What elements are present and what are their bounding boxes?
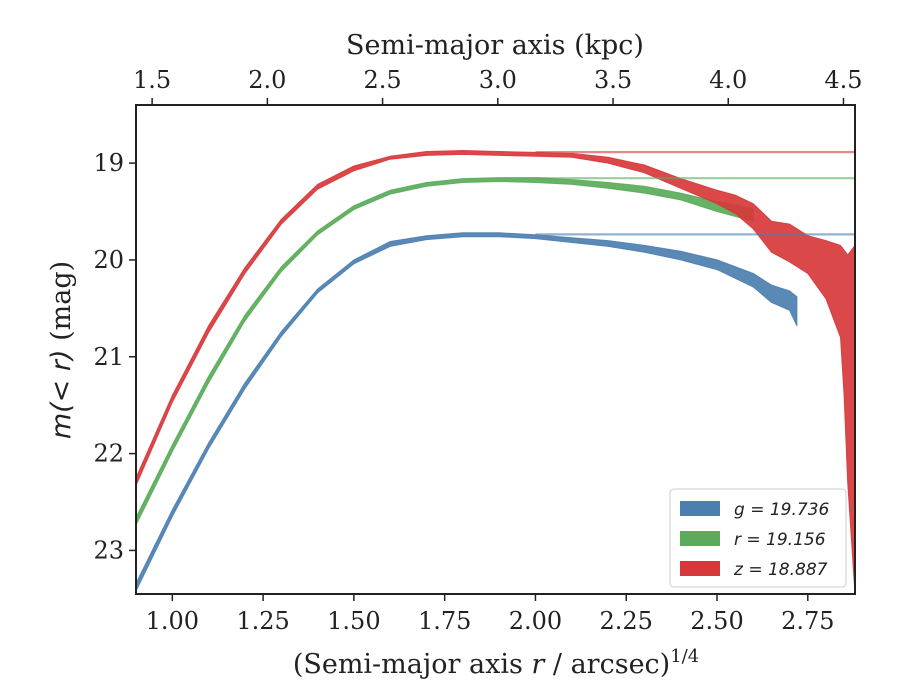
- legend-swatch-z: [680, 561, 720, 576]
- x-tick-label: 1.25: [236, 607, 289, 635]
- legend-label-z: z = 18.887: [733, 560, 828, 580]
- y-tick-label: 21: [93, 343, 124, 371]
- top-x-tick-label: 2.5: [363, 66, 401, 94]
- legend-swatch-r: [680, 531, 720, 546]
- top-x-tick-label: 4.0: [709, 66, 747, 94]
- legend-label-g: g = 19.736: [734, 500, 830, 520]
- y-tick-label: 23: [93, 536, 124, 564]
- top-x-tick-label: 1.5: [133, 66, 171, 94]
- x-tick-label: 1.75: [418, 607, 471, 635]
- x-tick-label: 1.00: [146, 607, 199, 635]
- y-axis-title: m(< r) (mag): [46, 261, 77, 439]
- y-axis: 19 20 21 22 23: [93, 149, 136, 564]
- x-tick-label: 2.50: [690, 607, 743, 635]
- top-x-axis: 1.5 2.0 2.5 3.0 3.5 4.0 4.5: [133, 66, 863, 105]
- y-tick-label: 22: [93, 440, 124, 468]
- legend-swatch-g: [680, 501, 720, 516]
- top-x-tick-label: 4.5: [824, 66, 862, 94]
- band-r: [135, 177, 754, 526]
- asymptote-layer: [535, 151, 855, 236]
- x-tick-label: 1.50: [327, 607, 380, 635]
- x-tick-label: 2.25: [600, 607, 653, 635]
- plot-frame: [135, 104, 856, 595]
- top-x-tick-label: 3.5: [594, 66, 632, 94]
- legend: g = 19.736 r = 19.156 z = 18.887: [669, 488, 847, 588]
- top-x-tick-label: 3.0: [479, 66, 517, 94]
- band-g: [135, 232, 798, 592]
- y-tick-label: 20: [93, 246, 124, 274]
- legend-label-r: r = 19.156: [734, 530, 826, 550]
- x-tick-label: 2.75: [781, 607, 834, 635]
- y-tick-label: 19: [93, 149, 124, 177]
- top-x-tick-label: 2.0: [248, 66, 286, 94]
- x-axis-title: (Semi-major axis r / arcsec)1/4: [293, 646, 699, 680]
- x-tick-label: 2.00: [509, 607, 562, 635]
- series-layer: [135, 149, 856, 595]
- top-x-axis-title: Semi-major axis (kpc): [346, 30, 644, 61]
- bottom-x-axis: 1.00 1.25 1.50 1.75 2.00 2.25 2.50 2.75: [146, 594, 835, 635]
